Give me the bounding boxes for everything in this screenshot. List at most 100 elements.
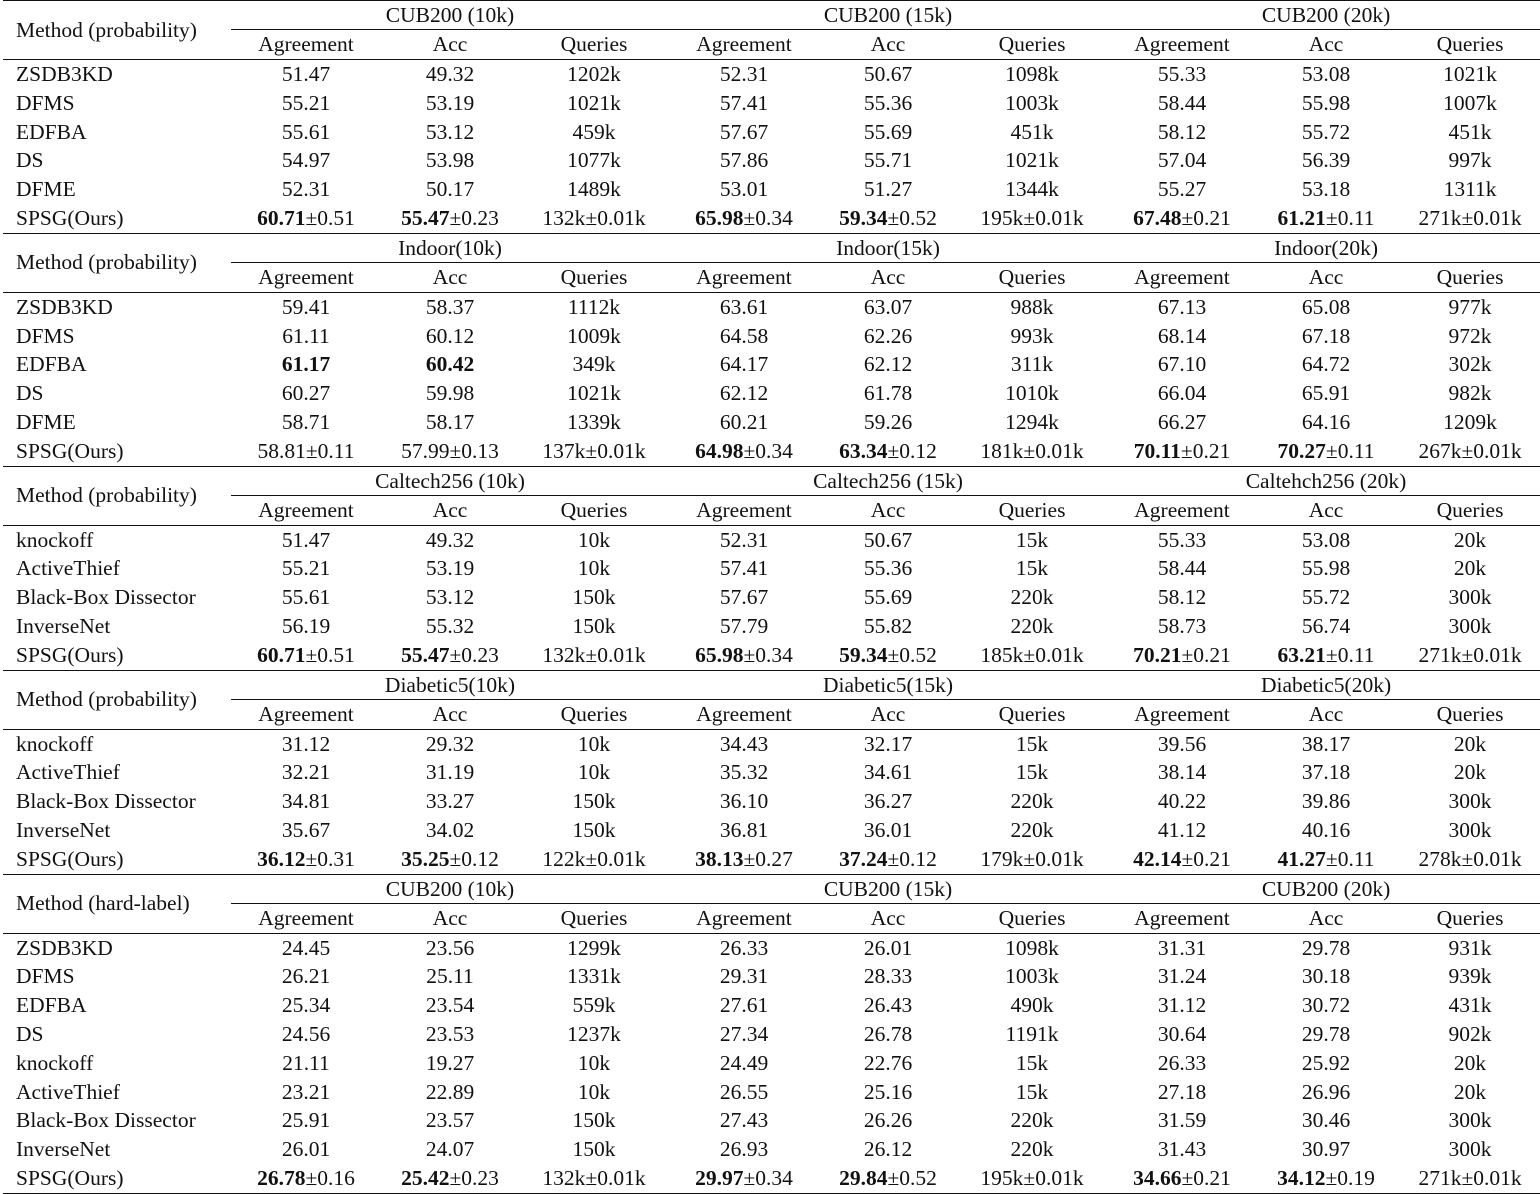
block-body: knockoff 51.47 49.32 10k 52.31 50.67 15k 55.33 5… bbox=[3, 524, 1540, 671]
method-name: knockoff bbox=[16, 1050, 94, 1075]
value-cell: 52.31 bbox=[281, 177, 331, 202]
value-cell: 36.27 bbox=[863, 789, 913, 814]
agreement-header: Agreement bbox=[669, 902, 820, 934]
dataset-header: Indoor(20k) bbox=[1107, 232, 1540, 263]
value-cell: 63.21±0.11 bbox=[1257, 640, 1396, 671]
value-cell: 53.12 bbox=[425, 119, 475, 144]
value-cell: 59.34±0.52 bbox=[819, 203, 958, 234]
value-cell: 1202k bbox=[519, 58, 670, 89]
value-cell: 1191k bbox=[1005, 1021, 1059, 1046]
value-cell: 195k±0.01k bbox=[957, 203, 1108, 234]
best-value: 29.84 bbox=[839, 1165, 888, 1190]
value-cell: 25.11 bbox=[426, 964, 474, 989]
value-cell: 40.16 bbox=[1301, 817, 1351, 842]
value-cell: 61.21±0.11 bbox=[1257, 203, 1396, 234]
best-value: 65.98 bbox=[695, 205, 744, 230]
value-cell: 10k bbox=[577, 1050, 611, 1075]
table-row: ZSDB3KD 59.41 58.37 1112k 63.61 63.07 988k 67.1… bbox=[3, 291, 1540, 322]
method-name: Black-Box Dissector bbox=[16, 1108, 196, 1133]
value-cell: 300k bbox=[1448, 585, 1492, 610]
dataset-header: Indoor(15k) bbox=[669, 232, 1108, 263]
acc-header: Acc bbox=[1257, 494, 1396, 526]
table-row: SPSG(Ours) 36.12±0.31 35.25±0.12 122k±0.01k… bbox=[3, 844, 1540, 875]
value-cell: 58.37 bbox=[381, 291, 519, 322]
value-cell: 25.92 bbox=[1301, 1050, 1351, 1075]
value-cell: 10k bbox=[519, 728, 670, 759]
value-cell: 28.33 bbox=[863, 964, 913, 989]
acc-header: Acc bbox=[819, 494, 958, 526]
value-cell: 32.17 bbox=[819, 728, 958, 759]
queries-header: Queries bbox=[519, 698, 670, 730]
value-cell: 34.02 bbox=[425, 817, 475, 842]
value-cell: 220k bbox=[1010, 817, 1054, 842]
value-cell: 137k±0.01k bbox=[519, 436, 670, 467]
std-value: 58.81±0.11 bbox=[257, 438, 355, 463]
value-cell: 179k±0.01k bbox=[957, 844, 1108, 875]
best-value: 61.17 bbox=[281, 352, 331, 377]
agreement-header: Agreement bbox=[231, 494, 381, 526]
value-cell: 26.33 bbox=[1157, 1050, 1207, 1075]
method-name: SPSG(Ours) bbox=[3, 640, 231, 671]
method-name: DFMS bbox=[16, 964, 75, 989]
std-value: ±0.23 bbox=[449, 1165, 499, 1190]
agreement-header: Agreement bbox=[669, 494, 820, 526]
queries-header: Queries bbox=[957, 29, 1108, 60]
value-cell: 50.67 bbox=[819, 524, 958, 555]
value-cell: 27.18 bbox=[1157, 1079, 1207, 1104]
value-cell: 26.96 bbox=[1301, 1079, 1351, 1104]
value-cell: 34.81 bbox=[281, 789, 331, 814]
method-name: ZSDB3KD bbox=[3, 932, 231, 963]
value-cell: 55.98 bbox=[1301, 90, 1351, 115]
method-name: SPSG(Ours) bbox=[3, 436, 231, 467]
value-cell: 58.81±0.11 bbox=[231, 436, 381, 467]
table-row: Black-Box Dissector 55.61 53.12 150k 57.67 55… bbox=[3, 583, 1540, 612]
value-cell: 63.34±0.12 bbox=[819, 436, 958, 467]
table-row: DFME 58.71 58.17 1339k 60.21 59.26 1294k 66.27 6… bbox=[3, 408, 1540, 437]
value-cell: 220k bbox=[1010, 613, 1054, 638]
dataset-header: Caltehch256 (20k) bbox=[1107, 465, 1540, 496]
value-cell: 31.19 bbox=[425, 760, 475, 785]
dataset-header: CUB200 (20k) bbox=[1107, 0, 1540, 30]
value-cell: 15k bbox=[957, 728, 1108, 759]
method-name: InverseNet bbox=[16, 1137, 111, 1162]
value-cell: 32.21 bbox=[281, 760, 331, 785]
value-cell: 33.27 bbox=[425, 789, 475, 814]
dataset-header: CUB200 (10k) bbox=[231, 873, 670, 904]
value-cell: 31.43 bbox=[1157, 1137, 1207, 1162]
std-value: ±0.34 bbox=[743, 205, 793, 230]
std-value: 137k±0.01k bbox=[542, 438, 646, 463]
value-cell: 1007k bbox=[1443, 90, 1497, 115]
value-cell: 64.72 bbox=[1301, 352, 1351, 377]
best-value: 55.47 bbox=[401, 642, 450, 667]
value-cell: 38.13±0.27 bbox=[669, 844, 820, 875]
std-value: 271k±0.01k bbox=[1418, 1165, 1522, 1190]
dataset-group-row: Method (probability) Diabetic5(10k) Diabet… bbox=[3, 669, 1540, 730]
value-cell: 150k bbox=[572, 585, 616, 610]
value-cell: 31.59 bbox=[1157, 1108, 1207, 1133]
method-column-header: Method (probability) bbox=[3, 0, 231, 60]
value-cell: 300k bbox=[1448, 613, 1492, 638]
std-value: 57.99±0.13 bbox=[401, 438, 499, 463]
value-cell: 31.24 bbox=[1157, 964, 1207, 989]
value-cell: 26.01 bbox=[819, 932, 958, 963]
table-row: InverseNet 26.01 24.07 150k 26.93 26.12 220k 31… bbox=[3, 1135, 1540, 1164]
table-row: DFMS 61.11 60.12 1009k 64.58 62.26 993k 68.14 67… bbox=[3, 322, 1540, 351]
value-cell: 29.32 bbox=[381, 728, 519, 759]
value-cell: 34.43 bbox=[669, 728, 820, 759]
value-cell: 55.72 bbox=[1301, 585, 1351, 610]
value-cell: 35.25±0.12 bbox=[381, 844, 519, 875]
method-name: EDFBA bbox=[16, 119, 87, 144]
metric-header-row: Agreement Acc Queries Agreement Acc Queries Ag… bbox=[3, 29, 1540, 60]
table-row: Black-Box Dissector 25.91 23.57 150k 27.43 26… bbox=[3, 1106, 1540, 1135]
value-cell: 24.49 bbox=[719, 1050, 769, 1075]
value-cell: 349k bbox=[572, 352, 616, 377]
value-cell: 52.31 bbox=[669, 58, 820, 89]
value-cell: 451k bbox=[1448, 119, 1492, 144]
table-row: EDFBA 55.61 53.12 459k 57.67 55.69 451k 58.12 55… bbox=[3, 118, 1540, 147]
value-cell: 57.99±0.13 bbox=[381, 436, 519, 467]
std-value: ±0.21 bbox=[1181, 642, 1231, 667]
value-cell: 1021k bbox=[1005, 148, 1059, 173]
value-cell: 30.64 bbox=[1157, 1021, 1207, 1046]
value-cell: 1112k bbox=[519, 291, 670, 322]
method-name: ActiveThief bbox=[16, 1079, 120, 1104]
